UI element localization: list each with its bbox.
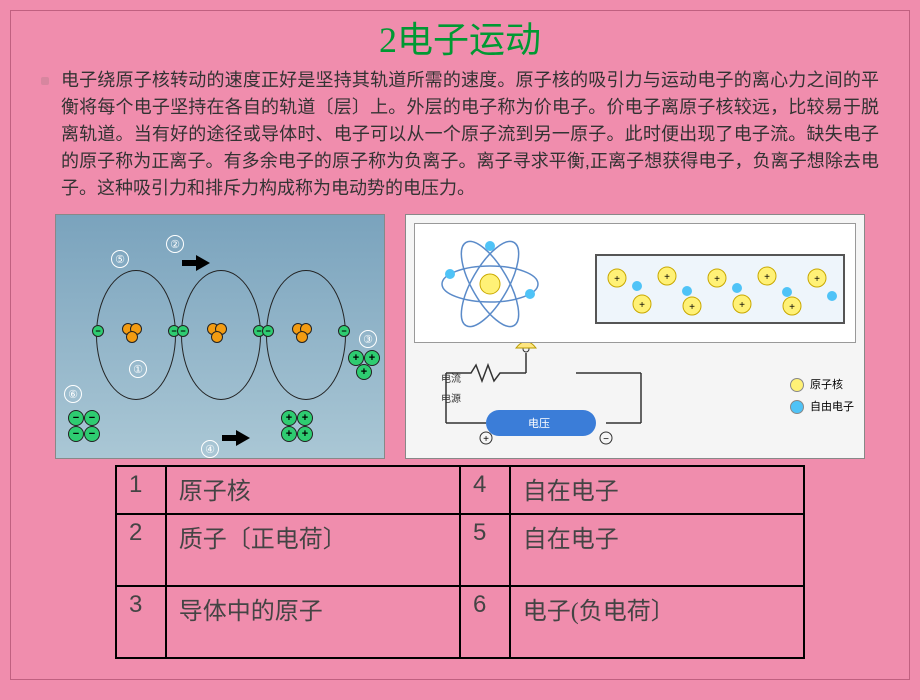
svg-text:+: + — [639, 300, 645, 311]
battery-label: 电源 — [441, 390, 461, 405]
label-4: ④ — [201, 440, 219, 458]
table-row: 1 原子核 4 自在电子 — [116, 466, 804, 514]
svg-text:+: + — [789, 302, 795, 313]
cell-3-text: 导体中的原子 — [166, 586, 460, 658]
cell-4-text: 自在电子 — [510, 466, 804, 514]
svg-text:+: + — [814, 274, 820, 285]
legend: 原子核 自由电子 — [790, 374, 854, 418]
cell-3-num: 3 — [116, 586, 166, 658]
slide-frame: 2电子运动 电子绕原子核转动的速度正好是坚持其轨道所需的速度。原子核的吸引力与运… — [10, 10, 910, 680]
label-2: ② — [166, 235, 184, 253]
paragraph-text: 电子绕原子核转动的速度正好是坚持其轨道所需的速度。原子核的吸引力与运动电子的离心… — [61, 67, 879, 202]
atom-icon — [435, 234, 545, 334]
conductor-tube: + + + + + + + + + — [597, 256, 847, 326]
legend-nucleus-text: 原子核 — [810, 374, 843, 396]
cell-6-num: 6 — [460, 586, 510, 658]
svg-text:+: + — [739, 300, 745, 311]
table-row: 3 导体中的原子 6 电子(负电荷〕 — [116, 586, 804, 658]
label-6: ⑥ — [64, 385, 82, 403]
cell-2-num: 2 — [116, 514, 166, 586]
title-number: 2 — [379, 20, 397, 60]
cell-1-text: 原子核 — [166, 466, 460, 514]
slide-title: 2电子运动 — [11, 11, 909, 67]
label-5: ⑤ — [111, 250, 129, 268]
svg-text:+: + — [614, 274, 620, 285]
cell-5-num: 5 — [460, 514, 510, 586]
svg-text:+: + — [664, 272, 670, 283]
cell-6-text: 电子(负电荷〕 — [510, 586, 804, 658]
svg-text:+: + — [483, 434, 489, 445]
svg-text:+: + — [714, 274, 720, 285]
svg-text:−: − — [603, 434, 609, 445]
diagram-circuit: + + + + + + + + + — [405, 214, 865, 459]
current-label: 电流 — [441, 370, 461, 385]
paragraph-row: 电子绕原子核转动的速度正好是坚持其轨道所需的速度。原子核的吸引力与运动电子的离心… — [41, 67, 879, 202]
cell-1-num: 1 — [116, 466, 166, 514]
table-row: 2 质子〔正电荷〕 5 自在电子 — [116, 514, 804, 586]
legend-table: 1 原子核 4 自在电子 2 质子〔正电荷〕 5 自在电子 3 导体中的原子 6… — [115, 465, 805, 659]
label-3: ③ — [359, 330, 377, 348]
title-text: 电子运动 — [397, 19, 541, 60]
diagram-electron-flow: − − − − − − − − − − + + + + — [55, 214, 385, 459]
svg-text:+: + — [764, 272, 770, 283]
legend-electron-dot — [790, 400, 804, 414]
cell-2-text: 质子〔正电荷〕 — [166, 514, 460, 586]
body: 电子绕原子核转动的速度正好是坚持其轨道所需的速度。原子核的吸引力与运动电子的离心… — [11, 67, 909, 659]
legend-electron-text: 自由电子 — [810, 396, 854, 418]
cell-4-num: 4 — [460, 466, 510, 514]
label-1: ① — [129, 360, 147, 378]
battery-voltage-label: 电压 — [528, 415, 550, 431]
bullet-icon — [41, 77, 49, 85]
images-row: − − − − − − − − − − + + + + — [41, 214, 879, 459]
legend-nucleus-dot — [790, 378, 804, 392]
svg-text:+: + — [689, 302, 695, 313]
cell-5-text: 自在电子 — [510, 514, 804, 586]
